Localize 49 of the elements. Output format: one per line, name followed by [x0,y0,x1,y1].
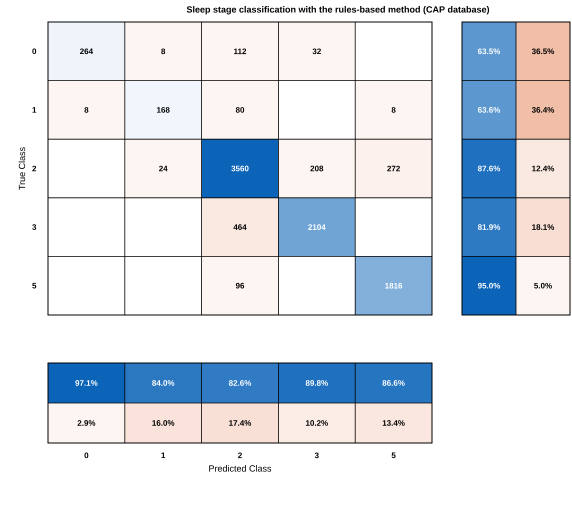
data-label: 96 [236,282,244,289]
data-label: 82.6% [228,380,252,386]
data-label: 24 [159,166,168,172]
data-label: 12.4% [532,166,554,172]
data-label: 84.0% [152,380,174,386]
data-label: 97.1% [75,380,98,386]
x-tick-label: 3 [314,452,319,458]
y-tick-label: 0 [32,48,36,54]
data-label: 2104 [308,224,326,230]
data-label: 36.5% [532,48,554,54]
data-label: 86.6% [382,380,405,386]
y-tick-label: 3 [32,224,36,230]
data-label: 168 [157,107,170,113]
x-tick-label: 0 [84,452,88,458]
data-label: 36.4% [532,107,554,113]
data-label: 80 [236,107,244,113]
data-label: 95.0% [478,282,500,289]
x-tick-label: 2 [238,452,242,458]
data-label: 18.1% [532,224,554,230]
x-axis-title: Predicted Class [209,465,272,472]
data-label: 87.6% [478,166,500,172]
chart-title: Sleep stage classification with the rules-based method (CAP database) [186,6,490,14]
data-label: 5.0% [534,282,552,289]
data-label: 8 [392,107,396,113]
data-label: 63.5% [478,48,500,54]
x-tick-label: 5 [392,452,396,458]
data-label: 17.4% [229,420,252,426]
data-label: 13.4% [382,420,405,426]
data-label: 1816 [385,282,402,289]
data-label: 16.0% [152,420,174,426]
y-tick-label: 2 [32,166,36,172]
data-label: 81.9% [478,224,500,230]
data-label: 464 [233,224,247,230]
data-label: 10.2% [306,420,328,426]
data-label: 208 [310,166,324,172]
data-label: 3560 [231,166,249,172]
y-tick-label: 1 [32,107,36,113]
data-label: 272 [387,166,400,172]
data-label: 8 [84,107,88,113]
data-label: 8 [161,48,166,54]
y-axis-title: True Class [18,147,26,190]
data-label: 2.9% [78,420,96,426]
x-tick-label: 1 [161,452,166,458]
data-label: 32 [312,48,321,54]
data-label: 264 [80,48,94,54]
data-label: 112 [234,48,246,54]
data-label: 89.8% [306,380,328,386]
y-tick-label: 5 [32,282,36,288]
data-label: 63.6% [478,107,500,113]
